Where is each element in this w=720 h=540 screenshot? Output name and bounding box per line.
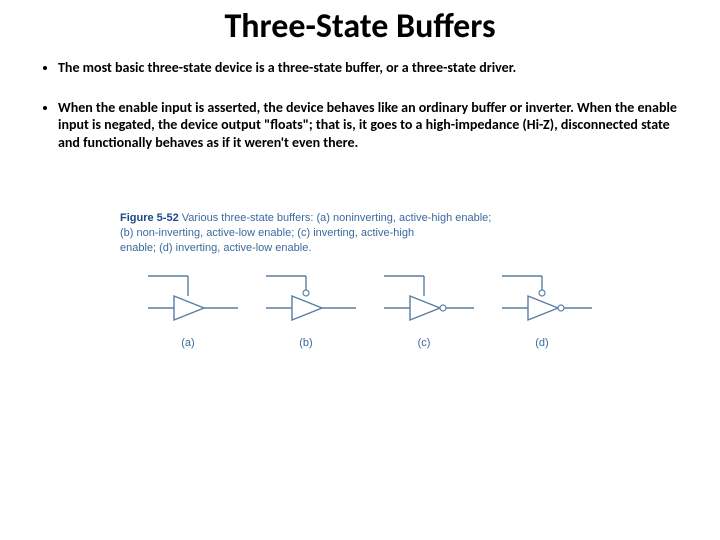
buffer-c: (c): [384, 276, 474, 349]
output-bubble-icon: [440, 305, 446, 311]
buffer-diagram: (a) (b) (c) (d): [140, 266, 620, 361]
enable-bubble-icon: [303, 290, 309, 296]
buffer-body-icon: [292, 296, 322, 320]
figure-caption-line: enable; (d) inverting, active-low enable…: [120, 242, 311, 254]
figure-caption-line: Various three-state buffers: (a) noninve…: [182, 212, 492, 224]
buffer-a: (a): [148, 276, 238, 349]
buffer-b: (b): [266, 276, 356, 349]
slide-title: Three-State Buffers: [30, 6, 690, 47]
buffer-d: (d): [502, 276, 592, 349]
slide: Three-State Buffers The most basic three…: [0, 0, 720, 540]
bullet-list: The most basic three-state device is a t…: [30, 59, 690, 151]
bullet-item: The most basic three-state device is a t…: [58, 59, 690, 77]
buffer-sublabel: (a): [181, 337, 194, 349]
bullet-item: When the enable input is asserted, the d…: [58, 99, 690, 152]
enable-bubble-icon: [539, 290, 545, 296]
buffer-body-icon: [528, 296, 558, 320]
buffer-body-icon: [410, 296, 440, 320]
figure-label: Figure 5-52: [120, 212, 179, 224]
buffer-sublabel: (d): [535, 337, 548, 349]
buffer-body-icon: [174, 296, 204, 320]
figure-caption-line: (b) non-inverting, active-low enable; (c…: [120, 227, 414, 239]
buffer-sublabel: (c): [418, 337, 431, 349]
figure-caption: Figure 5-52 Various three-state buffers:…: [120, 211, 600, 256]
output-bubble-icon: [558, 305, 564, 311]
buffer-sublabel: (b): [299, 337, 312, 349]
